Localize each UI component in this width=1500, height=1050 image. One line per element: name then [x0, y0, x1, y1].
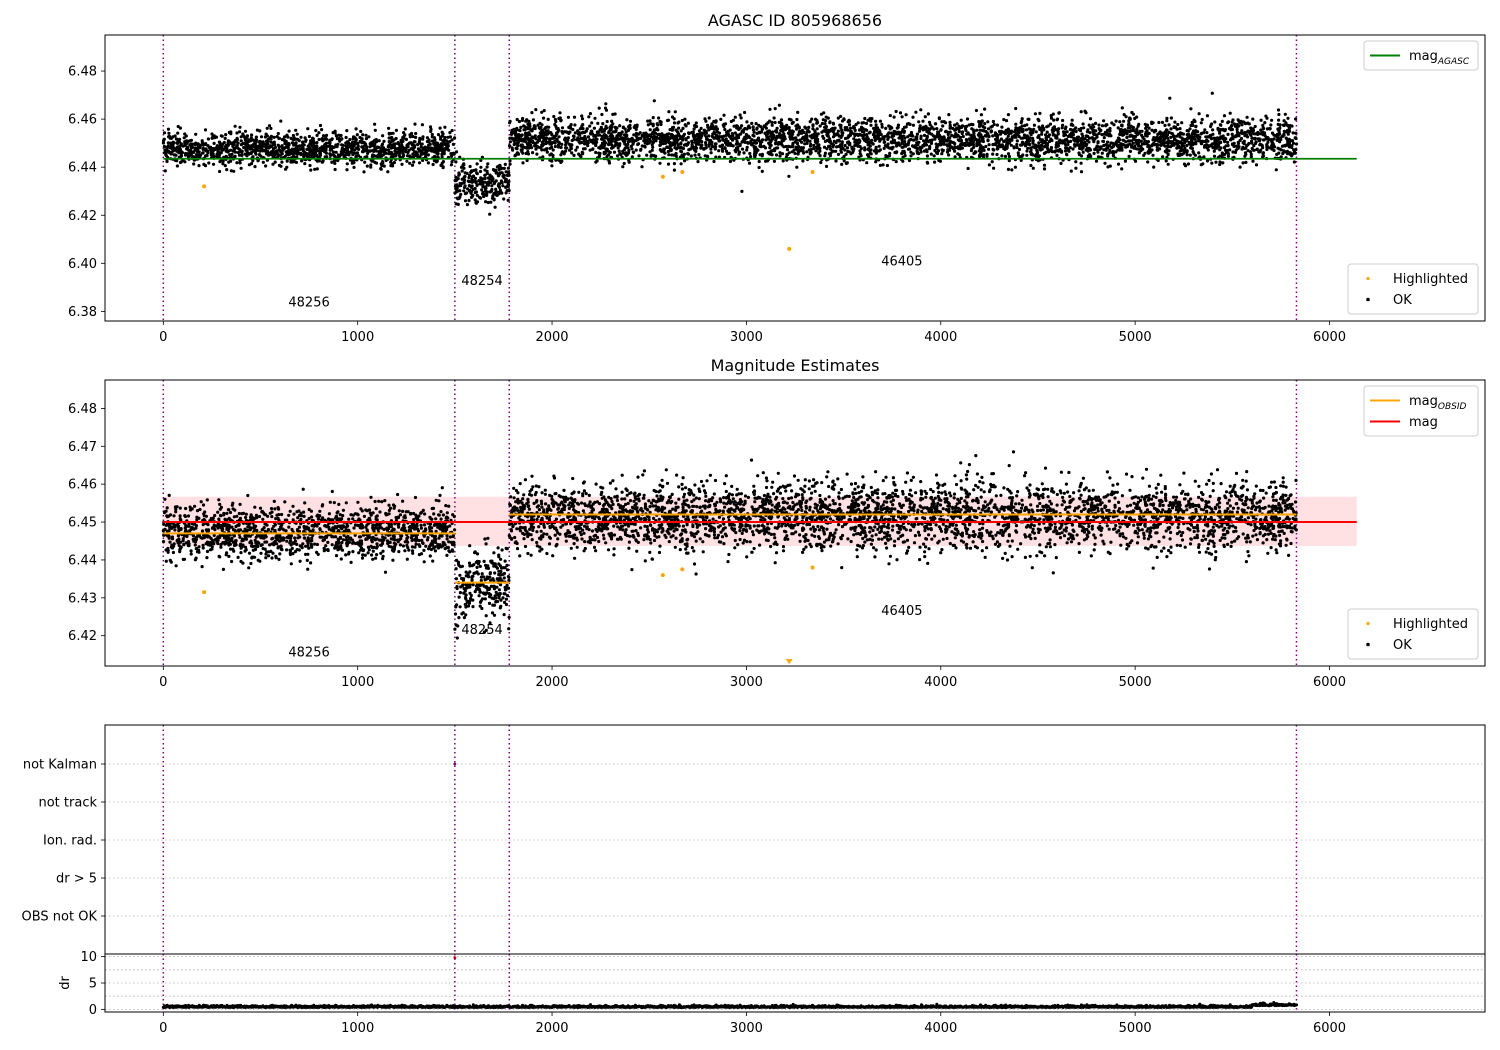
legend-box [1363, 40, 1479, 71]
obsid-label: 46405 [881, 255, 922, 270]
highlighted-point [810, 565, 815, 570]
x-tick-label: 0 [159, 330, 167, 345]
legend-box [1347, 608, 1479, 660]
y-tick-label: 6.40 [68, 257, 97, 272]
ok-points [453, 150, 511, 216]
ok-points [507, 91, 1299, 193]
x-tick-label: 6000 [1313, 330, 1346, 345]
x-tick-label: 4000 [924, 1021, 957, 1036]
y-tick-label: 6.46 [68, 478, 97, 493]
flag-category-label: not Kalman [23, 758, 97, 773]
obsid-label: 48254 [461, 623, 502, 638]
y-tick-label: 6.44 [68, 161, 97, 176]
legend-dot-swatch [1366, 297, 1370, 302]
magnitude-panel: Magnitude Estimates 48256 48254 46405 0 1000… [68, 356, 1486, 690]
legend-bottom-right: Highlighted OK [1347, 263, 1479, 315]
x-tick-label: 3000 [730, 330, 763, 345]
flag-category-label: OBS not OK [22, 910, 98, 925]
legend-dot-swatch [1366, 276, 1370, 281]
legend-label: Highlighted [1393, 617, 1468, 632]
x-tick-label: 3000 [730, 1021, 763, 1036]
y-tick-label: 5 [89, 977, 97, 992]
x-tick-label: 4000 [924, 675, 957, 690]
x-tick-label: 0 [159, 1021, 167, 1036]
x-tick-label: 1000 [341, 1021, 374, 1036]
legend-box [1363, 385, 1479, 437]
x-tick-label: 2000 [535, 330, 568, 345]
x-tick-label: 1000 [341, 330, 374, 345]
axes-frame [104, 724, 1486, 955]
y-tick-label: 6.45 [68, 516, 97, 531]
ok-points [453, 536, 511, 640]
y-tick-label: 10 [80, 950, 97, 965]
highlighted-point [787, 246, 792, 251]
flags-panel: not Kalman not track Ion. rad. dr > 5 OBS no… [22, 724, 1486, 955]
x-tick-label: 3000 [730, 675, 763, 690]
dr-outlier-point [453, 956, 457, 960]
x-tick-label: 5000 [1119, 330, 1152, 345]
agasc-panel: AGASC ID 805968656 48256 48254 46405 0 1000 2… [68, 11, 1486, 345]
agasc-panel-title: AGASC ID 805968656 [708, 11, 882, 30]
off-scale-marker [785, 659, 793, 664]
dr-panel: dr 0 1000 2000 3000 4000 5000 6000 0 5 10 [58, 950, 1486, 1036]
flag-category-label: Ion. rad. [43, 834, 97, 849]
x-tick-label: 4000 [924, 330, 957, 345]
y-tick-label: 6.44 [68, 553, 97, 568]
y-tick-label: 6.48 [68, 402, 97, 417]
dr-points [161, 1001, 1299, 1009]
y-tick-label: 6.42 [68, 629, 97, 644]
y-tick-label: 6.48 [68, 65, 97, 80]
highlighted-point [660, 573, 665, 578]
highlighted-point [680, 169, 685, 174]
y-tick-label: 6.46 [68, 113, 97, 128]
legend-label: mag [1409, 415, 1438, 430]
highlighted-point [202, 184, 207, 189]
flag-category-label: dr > 5 [56, 872, 97, 887]
y-tick-label: 6.43 [68, 591, 97, 606]
x-tick-label: 0 [159, 675, 167, 690]
obsid-label: 48254 [461, 274, 502, 289]
x-tick-label: 5000 [1119, 675, 1152, 690]
legend-top-right: magAGASC [1363, 40, 1479, 71]
legend-label: OK [1393, 638, 1412, 653]
obsid-label: 46405 [881, 604, 922, 619]
flag-category-label: not track [38, 796, 97, 811]
y-tick-label: 0 [89, 1003, 97, 1018]
legend-label: OK [1393, 293, 1412, 308]
obsid-label: 48256 [288, 646, 329, 661]
x-tick-label: 2000 [535, 1021, 568, 1036]
legend-box [1347, 263, 1479, 315]
highlighted-point [680, 567, 685, 572]
ok-points [507, 450, 1298, 576]
legend-label: Highlighted [1393, 272, 1468, 287]
ok-points [161, 119, 457, 174]
legend-label-subscript: AGASC [1437, 57, 1470, 67]
x-tick-label: 5000 [1119, 1021, 1152, 1036]
x-tick-label: 1000 [341, 675, 374, 690]
x-tick-label: 6000 [1313, 1021, 1346, 1036]
dr-axis-label: dr [58, 976, 73, 990]
y-tick-label: 6.47 [68, 440, 97, 455]
x-tick-label: 2000 [535, 675, 568, 690]
highlighted-point [810, 169, 815, 174]
y-tick-label: 6.42 [68, 209, 97, 224]
legend-dot-swatch [1366, 642, 1370, 647]
x-tick-label: 6000 [1313, 675, 1346, 690]
flag-point [453, 762, 457, 766]
y-tick-label: 6.38 [68, 305, 97, 320]
legend-dot-swatch [1366, 621, 1370, 626]
highlighted-point [202, 590, 207, 595]
axes-frame [104, 34, 1486, 322]
magnitude-panel-title: Magnitude Estimates [711, 356, 880, 375]
obsid-label: 48256 [288, 296, 329, 311]
legend-label-subscript: OBSID [1438, 402, 1467, 412]
axes-frame [104, 379, 1486, 667]
legend-bottom-right: Highlighted OK [1347, 608, 1479, 660]
highlighted-point [660, 174, 665, 179]
